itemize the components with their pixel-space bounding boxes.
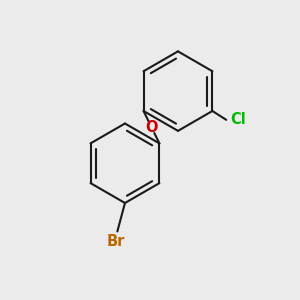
Text: O: O: [145, 120, 158, 135]
Text: Cl: Cl: [230, 112, 246, 127]
Text: Br: Br: [107, 234, 125, 249]
